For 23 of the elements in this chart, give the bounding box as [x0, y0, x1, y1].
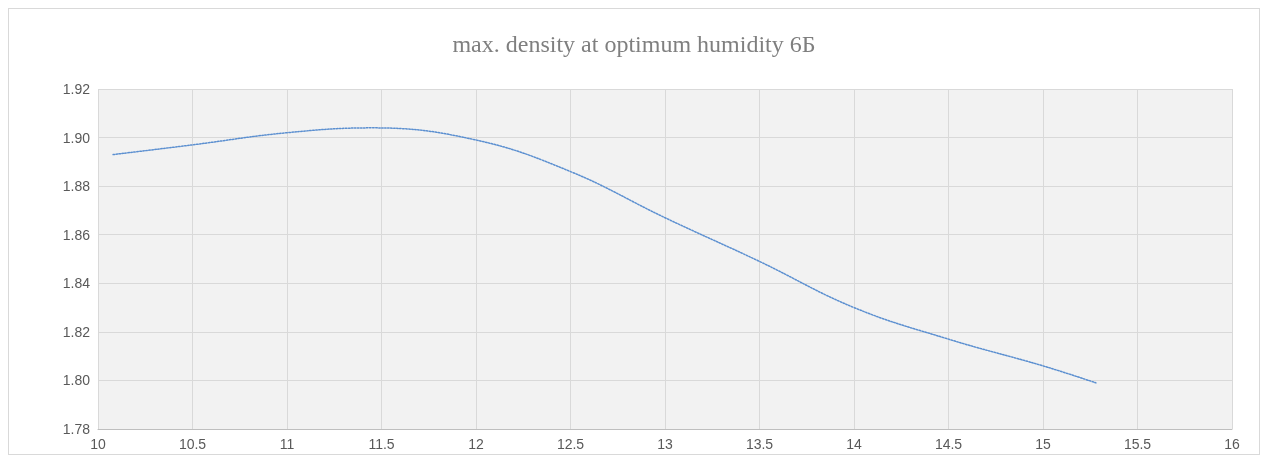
- x-tick-label: 13.5: [745, 436, 774, 452]
- y-tick-label: 1.78: [62, 421, 91, 437]
- x-tick-label: 12.5: [556, 436, 585, 452]
- x-tick-label: 12: [468, 436, 484, 452]
- y-tick-label: 1.80: [62, 372, 91, 389]
- x-tick-label: 13: [657, 436, 673, 452]
- x-tick-label: 15: [1035, 436, 1051, 452]
- y-tick-label: 1.84: [62, 275, 91, 292]
- y-tick-label: 1.86: [62, 226, 91, 243]
- chart-title: max. density at optimum humidity 6Б: [452, 31, 816, 57]
- y-tick-label: 1.82: [62, 323, 91, 340]
- x-tick-label: 14.5: [934, 436, 963, 452]
- x-tick-label: 10: [90, 436, 106, 452]
- x-tick-label: 14: [846, 436, 862, 452]
- y-tick-label: 1.88: [62, 178, 91, 195]
- y-tick-label: 1.90: [62, 129, 91, 146]
- x-tick-label: 10.5: [178, 436, 207, 452]
- x-tick-label: 16: [1224, 436, 1240, 452]
- x-tick-label: 11: [279, 436, 295, 452]
- x-tick-label: 15.5: [1123, 436, 1152, 452]
- y-tick-label: 1.92: [62, 81, 91, 97]
- line-series: [112, 127, 1097, 384]
- x-tick-label: 11.5: [368, 436, 395, 452]
